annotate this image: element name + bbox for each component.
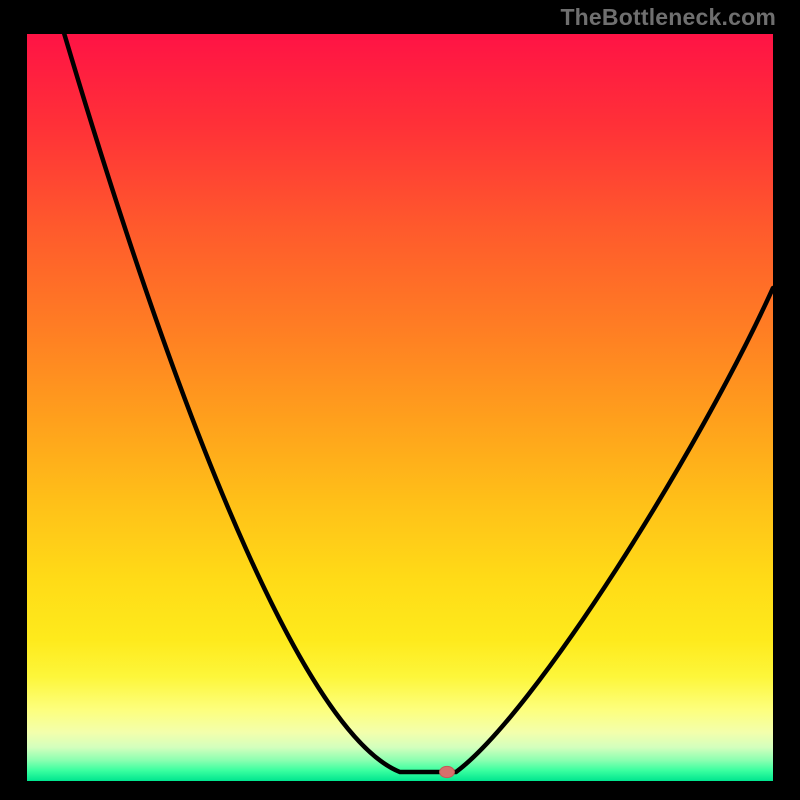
bottleneck-curve (64, 34, 773, 772)
frame-border-left (0, 0, 27, 800)
optimum-marker (440, 766, 455, 777)
curve-group (64, 34, 773, 778)
watermark-text: TheBottleneck.com (560, 4, 776, 31)
chart-svg (0, 0, 800, 800)
frame-border-bottom (0, 781, 800, 800)
chart-frame: TheBottleneck.com (0, 0, 800, 800)
frame-border-right (773, 0, 800, 800)
